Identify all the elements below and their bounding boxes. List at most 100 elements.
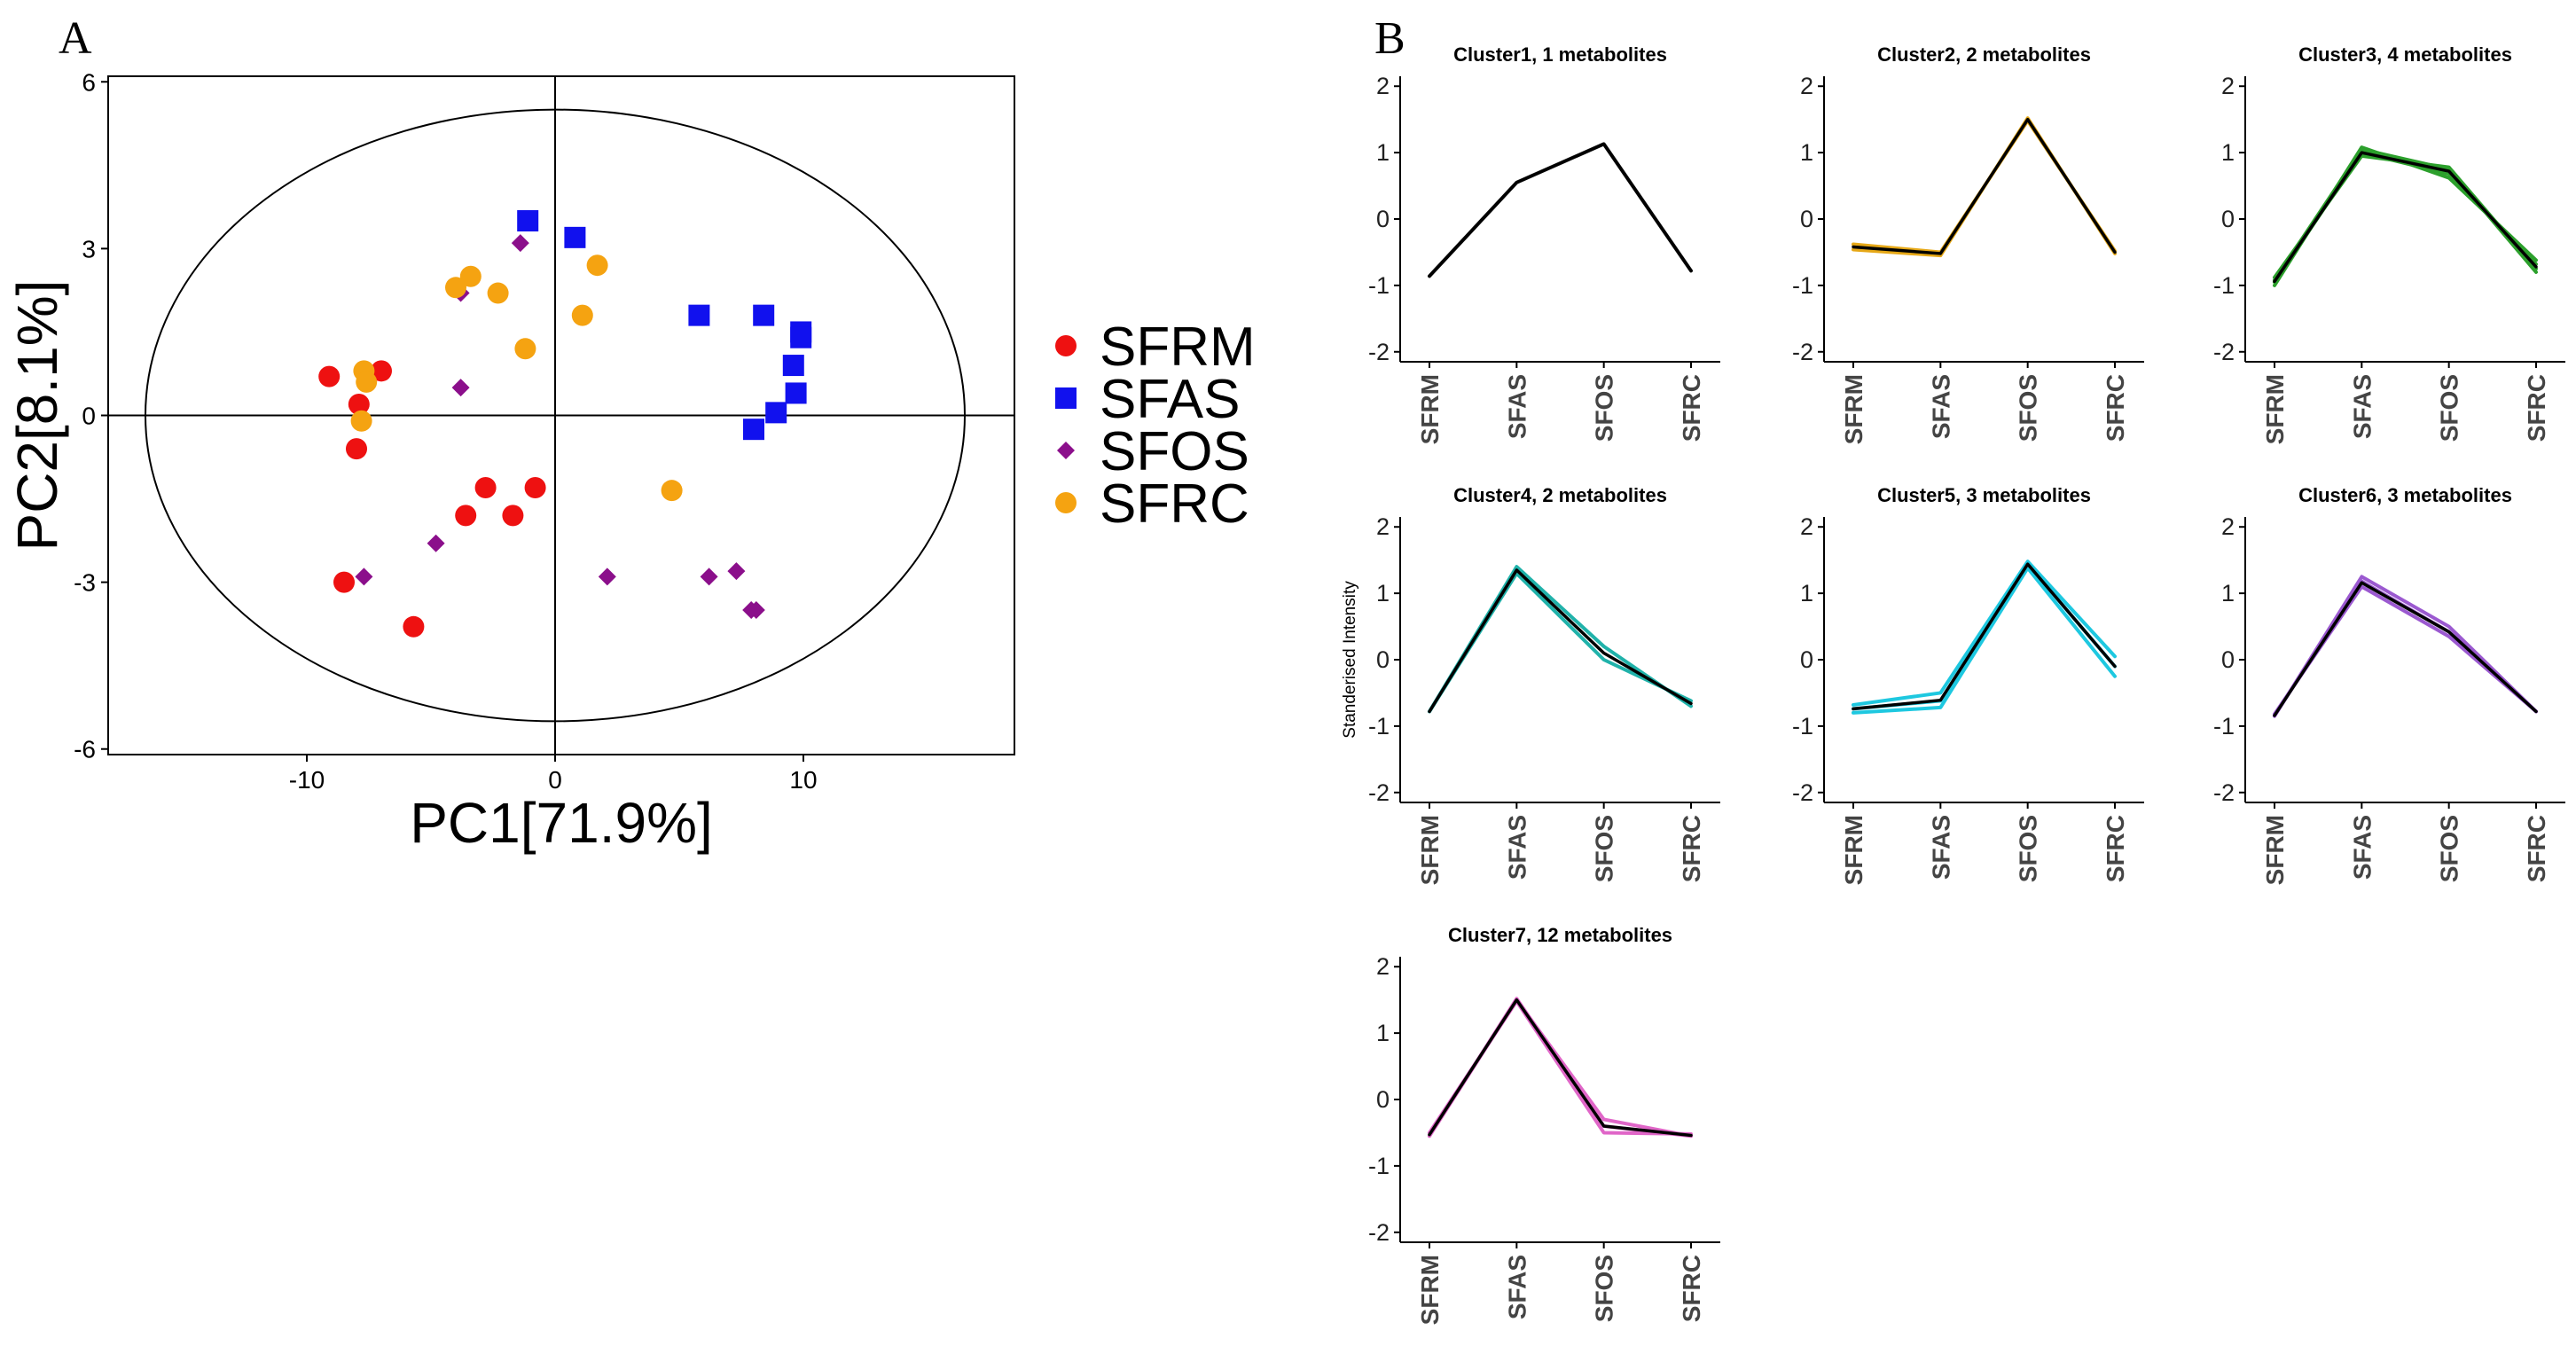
x-axis-title: PC1[71.9%] [410, 791, 713, 855]
cluster-y-tick-label: -2 [1792, 339, 1813, 365]
cluster-member-line [2273, 153, 2538, 279]
point-sfos [355, 567, 373, 586]
cluster-member-line [1852, 560, 2117, 707]
cluster-panel-4: Cluster4, 2 metabolites -2 -1 0 1 2 SFRM SFAS SF… [1341, 484, 1720, 885]
cluster-y-tick-label: 2 [1800, 513, 1813, 540]
point-sfrm [371, 360, 392, 382]
cluster-y-tick-label: 1 [1376, 139, 1390, 166]
point-sfas [517, 210, 539, 232]
legend-label-sfos: SFOS [1100, 421, 1249, 482]
cluster-title: Cluster3, 4 metabolites [2298, 43, 2512, 66]
cluster-title: Cluster5, 3 metabolites [1877, 484, 2091, 506]
cluster-y-tick-label: -1 [1368, 1153, 1390, 1179]
point-sfas [790, 326, 812, 348]
pca-panel: A -10 0 10 -6 -3 0 3 6 PC1[71.9%] PC2[8.1%] SFRMSFA… [5, 13, 1256, 855]
point-sfrc [514, 338, 536, 360]
cluster-y-tick-label: -1 [2213, 272, 2235, 299]
point-sfrc [350, 410, 372, 432]
cluster-y-tick-label: 1 [2221, 139, 2235, 166]
point-sfrm [346, 438, 367, 460]
cluster-x-tick-label: SFOS [1591, 1255, 1618, 1322]
legend-key-sfrc [1055, 492, 1077, 513]
cluster-panel-3: Cluster3, 4 metabolites -2 -1 0 1 2 SFRM SFAS SF… [2213, 43, 2565, 444]
cluster-y-tick-label: -2 [1368, 339, 1390, 365]
cluster-panel-2: Cluster2, 2 metabolites -2 -1 0 1 2 SFRM SFAS SF… [1792, 43, 2144, 444]
cluster-x-tick-label: SFRM [2261, 815, 2289, 885]
cluster-y-tick-label: 0 [1376, 646, 1390, 673]
cluster-member-line [2273, 575, 2538, 718]
cluster-y-tick-label: -1 [1792, 272, 1813, 299]
cluster-y-tick-label: 2 [1376, 953, 1390, 980]
cluster-y-tick-label: 2 [1376, 73, 1390, 99]
y-tick-label: -3 [74, 569, 96, 597]
point-sfas [785, 382, 807, 404]
legend-key-sfas [1055, 387, 1077, 409]
cluster-x-tick-label: SFAS [1927, 374, 1954, 439]
cluster-y-tick-label: -2 [1368, 779, 1390, 806]
cluster-x-tick-label: SFRC [1678, 374, 1705, 442]
point-sfrc [445, 277, 466, 299]
cluster-y-tick-label: 1 [2221, 580, 2235, 606]
cluster-panels: B Cluster1, 1 metabolites -2 -1 0 1 2 SFRM SFAS S… [1341, 13, 2565, 1325]
point-sfas [688, 304, 710, 326]
y-tick-label: 3 [82, 235, 96, 262]
y-tick-label: 6 [82, 68, 96, 96]
cluster-x-tick-label: SFRC [2523, 374, 2550, 442]
cluster-x-tick-label: SFRC [2523, 815, 2550, 882]
x-tick-label: 0 [548, 766, 562, 794]
cluster-x-tick-label: SFOS [1591, 815, 1618, 882]
cluster-x-tick-label: SFAS [1503, 1255, 1531, 1319]
cluster-member-line [2273, 145, 2538, 287]
cluster-y-axis-title: Standerised Intensity [1341, 581, 1359, 739]
cluster-y-tick-label: -1 [2213, 713, 2235, 740]
cluster-x-tick-label: SFRM [1416, 1255, 1444, 1325]
cluster-title: Cluster1, 1 metabolites [1453, 43, 1667, 66]
cluster-y-tick-label: 0 [1800, 646, 1813, 673]
cluster-x-tick-label: SFOS [1591, 374, 1618, 442]
cluster-y-tick-label: -1 [1368, 713, 1390, 740]
point-sfrm [502, 505, 524, 527]
series-sfos [355, 234, 765, 619]
cluster-panel-5: Cluster5, 3 metabolites -2 -1 0 1 2 SFRM SFAS SF… [1792, 484, 2144, 885]
cluster-member-line [2273, 151, 2538, 285]
point-sfrc [571, 304, 593, 326]
point-sfrm [318, 365, 341, 387]
panel-label-a: A [59, 13, 92, 64]
cluster-y-tick-label: 1 [1376, 580, 1390, 606]
cluster-mean-line [1428, 142, 1693, 278]
cluster-x-tick-label: SFAS [2348, 374, 2376, 439]
legend-label-sfrm: SFRM [1100, 317, 1256, 378]
cluster-x-tick-label: SFRC [1678, 815, 1705, 882]
cluster-mean-line [2273, 151, 2538, 284]
cluster-member-line [1428, 571, 1693, 714]
cluster-x-tick-label: SFOS [2436, 374, 2463, 442]
cluster-y-tick-label: 2 [1376, 513, 1390, 540]
cluster-y-tick-label: 1 [1800, 139, 1813, 166]
point-sfrc [487, 282, 509, 304]
cluster-y-tick-label: 0 [2221, 646, 2235, 673]
cluster-panel-1: Cluster1, 1 metabolites -2 -1 0 1 2 SFRM SFAS SF… [1368, 43, 1720, 444]
cluster-x-tick-label: SFOS [2436, 815, 2463, 882]
point-sfos [427, 534, 445, 552]
cluster-member-line [2273, 147, 2538, 282]
cluster-x-tick-label: SFRC [2102, 374, 2129, 442]
series-sfrc [350, 254, 683, 502]
cluster-y-tick-label: 2 [2221, 513, 2235, 540]
cluster-x-tick-label: SFOS [2015, 815, 2042, 882]
cluster-y-tick-label: 2 [2221, 73, 2235, 99]
cluster-y-tick-label: -2 [2213, 779, 2235, 806]
legend-label-sfas: SFAS [1100, 369, 1241, 430]
x-tick-label: -10 [289, 766, 325, 794]
cluster-x-tick-label: SFRC [2102, 815, 2129, 882]
point-sfos [727, 562, 746, 581]
cluster-x-tick-label: SFAS [1503, 374, 1531, 439]
panel-label-b: B [1374, 13, 1405, 64]
cluster-x-tick-label: SFRM [1840, 374, 1867, 444]
point-sfrc [586, 254, 608, 277]
point-sfas [753, 304, 775, 326]
point-sfrc [661, 480, 683, 502]
cluster-y-tick-label: -2 [1792, 779, 1813, 806]
cluster-panel-7: Cluster7, 12 metabolites -2 -1 0 1 2 SFRM SFAS S… [1368, 924, 1720, 1325]
point-sfrc [356, 371, 378, 393]
